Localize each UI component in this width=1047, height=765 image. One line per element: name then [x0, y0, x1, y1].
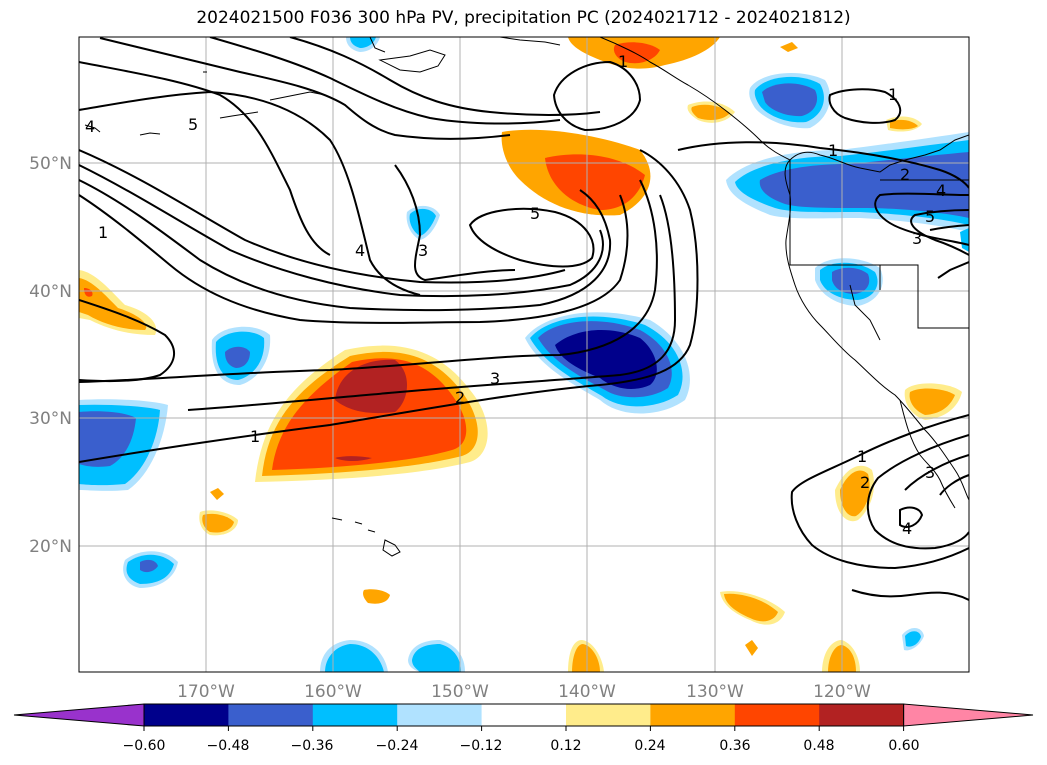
svg-text:1: 1	[250, 427, 260, 446]
svg-text:1: 1	[98, 223, 108, 242]
chart-title: 2024021500 F036 300 hPa PV, precipitatio…	[196, 8, 851, 28]
colorbar-segment	[144, 704, 229, 726]
colorbar-tick-labels: −0.60 −0.48 −0.36 −0.24 −0.12 0.12 0.24 …	[123, 738, 920, 754]
colorbar-extend-high	[903, 703, 1034, 727]
colorbar-tick-label: −0.36	[291, 738, 334, 754]
svg-text:1: 1	[828, 141, 838, 160]
colorbar	[13, 703, 1034, 731]
lat-label-20n: 20°N	[29, 537, 72, 557]
colorbar-tick-label: −0.60	[123, 738, 166, 754]
svg-text:4: 4	[936, 181, 946, 200]
svg-text:2: 2	[900, 165, 910, 184]
svg-text:1: 1	[857, 447, 867, 466]
lon-label-170w: 170°W	[177, 682, 235, 702]
lon-label-120w: 120°W	[813, 682, 871, 702]
longitude-labels: 170°W 160°W 150°W 140°W 130°W 120°W	[177, 682, 871, 702]
pv-contours	[79, 37, 969, 601]
svg-text:4: 4	[85, 117, 95, 136]
lon-label-140w: 140°W	[558, 682, 616, 702]
colorbar-tick-label: 0.24	[634, 738, 665, 754]
svg-text:5: 5	[530, 204, 540, 223]
colorbar-extend-low	[13, 703, 145, 727]
colorbar-segment	[312, 704, 398, 726]
colorbar-tick-label: 0.60	[888, 738, 919, 754]
colorbar-segment	[228, 704, 314, 726]
colorbar-tick-label: −0.48	[207, 738, 250, 754]
lat-label-40n: 40°N	[29, 282, 72, 302]
svg-text:2: 2	[860, 473, 870, 492]
lat-label-30n: 30°N	[29, 409, 72, 429]
colorbar-tick-label: −0.12	[460, 738, 503, 754]
coastlines	[84, 37, 969, 557]
colorbar-segment	[481, 704, 567, 726]
colorbar-segment	[650, 704, 736, 726]
colorbar-tick-label: 0.12	[550, 738, 581, 754]
svg-text:3: 3	[912, 229, 922, 248]
svg-text:3: 3	[490, 369, 500, 388]
lat-label-50n: 50°N	[29, 154, 72, 174]
colorbar-segment	[566, 704, 651, 726]
precip-negative-shading	[79, 37, 969, 672]
colorbar-tick-label: 0.36	[719, 738, 750, 754]
svg-text:4: 4	[355, 241, 365, 260]
svg-text:3: 3	[925, 463, 935, 482]
precip-positive-shading	[79, 37, 962, 672]
graticule	[79, 37, 969, 672]
svg-text:5: 5	[925, 207, 935, 226]
svg-text:2: 2	[455, 388, 465, 407]
colorbar-tick-label: −0.24	[376, 738, 419, 754]
colorbar-tick-label: 0.48	[803, 738, 834, 754]
svg-text:1: 1	[618, 52, 628, 71]
map-area: 1 2 3 4 5 1 3 5 1 1 1 2 3 5 1 2 3 4 4 4	[79, 37, 969, 672]
svg-text:3: 3	[418, 241, 428, 260]
contour-labels: 1 2 3 4 5 1 3 5 1 1 1 2 3 5 1 2 3 4 4 4	[85, 52, 946, 538]
svg-text:5: 5	[188, 115, 198, 134]
colorbar-segment	[819, 704, 905, 726]
svg-text:1: 1	[888, 85, 898, 104]
map-frame	[78, 36, 970, 673]
lon-label-150w: 150°W	[431, 682, 489, 702]
latitude-labels: 50°N 40°N 30°N 20°N	[29, 154, 72, 557]
colorbar-segment	[734, 704, 820, 726]
colorbar-segment	[397, 704, 483, 726]
lon-label-160w: 160°W	[304, 682, 362, 702]
svg-text:4: 4	[902, 519, 912, 538]
colorbar-outline	[143, 703, 905, 727]
lon-label-130w: 130°W	[686, 682, 744, 702]
